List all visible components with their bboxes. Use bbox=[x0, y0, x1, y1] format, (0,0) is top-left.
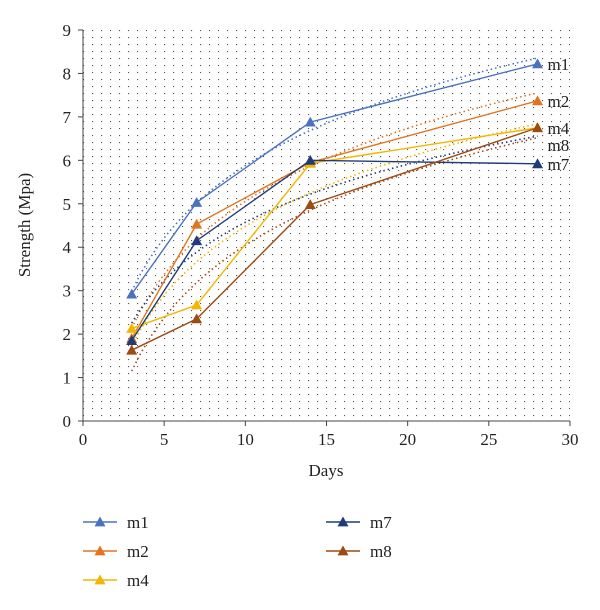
trendline-m8 bbox=[130, 136, 538, 372]
trendline-m7 bbox=[131, 135, 538, 324]
data-point-m1 bbox=[304, 116, 316, 127]
end-label-m2: m2 bbox=[548, 92, 570, 111]
series-line-m1 bbox=[131, 63, 538, 295]
legend-entry-m2: m2 bbox=[83, 542, 149, 561]
data-point-m1 bbox=[532, 58, 544, 69]
data-point-m1 bbox=[191, 196, 203, 207]
legend-marker bbox=[94, 574, 106, 585]
data-point-m8 bbox=[126, 344, 138, 355]
y-tick-label: 2 bbox=[63, 325, 72, 344]
end-label-m8: m8 bbox=[548, 136, 570, 155]
series-line-m8 bbox=[131, 127, 538, 351]
x-tick-label: 0 bbox=[79, 430, 88, 449]
legend: m1 m2 m4 m7 m8 bbox=[83, 513, 392, 590]
legend-marker bbox=[337, 545, 349, 556]
axes: 0 5 10 15 20 25 30 0 1 2 3 4 5 6 7 8 9 bbox=[63, 21, 579, 449]
y-tick-label: 6 bbox=[63, 151, 72, 170]
data-point-m8 bbox=[191, 313, 203, 324]
legend-label: m2 bbox=[127, 542, 149, 561]
series-layer bbox=[126, 58, 544, 355]
x-tick-label: 5 bbox=[160, 430, 169, 449]
data-point-m4 bbox=[191, 299, 203, 310]
series-m1 bbox=[126, 58, 544, 299]
series-line-m4 bbox=[131, 127, 538, 330]
x-tick-label: 15 bbox=[318, 430, 335, 449]
y-tick-label: 7 bbox=[63, 108, 72, 127]
y-tick-label: 4 bbox=[63, 238, 72, 257]
legend-label: m8 bbox=[370, 542, 392, 561]
data-point-m2 bbox=[532, 95, 544, 106]
end-label-m1: m1 bbox=[548, 55, 570, 74]
legend-label: m4 bbox=[127, 571, 149, 590]
trendlines bbox=[130, 57, 538, 372]
data-point-m8 bbox=[304, 199, 316, 210]
data-point-m7 bbox=[532, 158, 544, 169]
legend-entry-m8: m8 bbox=[326, 542, 392, 561]
legend-entry-m1: m1 bbox=[83, 513, 149, 532]
plot-dot-grid bbox=[83, 30, 570, 421]
legend-entry-m7: m7 bbox=[326, 513, 392, 532]
x-tick-label: 25 bbox=[480, 430, 497, 449]
series-line-m7 bbox=[131, 159, 538, 342]
data-point-m7 bbox=[191, 235, 203, 246]
legend-label: m1 bbox=[127, 513, 149, 532]
trendline-m1 bbox=[130, 57, 538, 292]
data-point-m8 bbox=[532, 122, 544, 133]
end-label-m4: m4 bbox=[548, 119, 570, 138]
series-m7 bbox=[126, 154, 544, 346]
data-point-m4 bbox=[126, 322, 138, 333]
y-tick-label: 1 bbox=[63, 369, 72, 388]
data-point-m1 bbox=[126, 288, 138, 299]
legend-marker bbox=[94, 545, 106, 556]
x-tick-label: 20 bbox=[399, 430, 416, 449]
legend-marker bbox=[94, 516, 106, 527]
y-tick-label: 0 bbox=[63, 412, 72, 431]
legend-label: m7 bbox=[370, 513, 392, 532]
y-tick-label: 8 bbox=[63, 64, 72, 83]
y-axis-title: Strength (Mpa) bbox=[15, 173, 34, 277]
legend-marker bbox=[337, 516, 349, 527]
series-line-m2 bbox=[131, 100, 538, 339]
data-point-m2 bbox=[191, 218, 203, 229]
data-point-m7 bbox=[126, 335, 138, 346]
y-tick-label: 3 bbox=[63, 282, 72, 301]
x-tick-label: 10 bbox=[237, 430, 254, 449]
y-tick-label: 9 bbox=[63, 21, 72, 40]
y-tick-label: 5 bbox=[63, 195, 72, 214]
x-axis-title: Days bbox=[309, 461, 344, 480]
legend-entry-m4: m4 bbox=[83, 571, 149, 590]
data-point-m7 bbox=[304, 154, 316, 165]
x-tick-label: 30 bbox=[562, 430, 579, 449]
trendline-m4 bbox=[130, 123, 538, 347]
series-m8 bbox=[126, 122, 544, 355]
end-label-m7: m7 bbox=[548, 155, 570, 174]
